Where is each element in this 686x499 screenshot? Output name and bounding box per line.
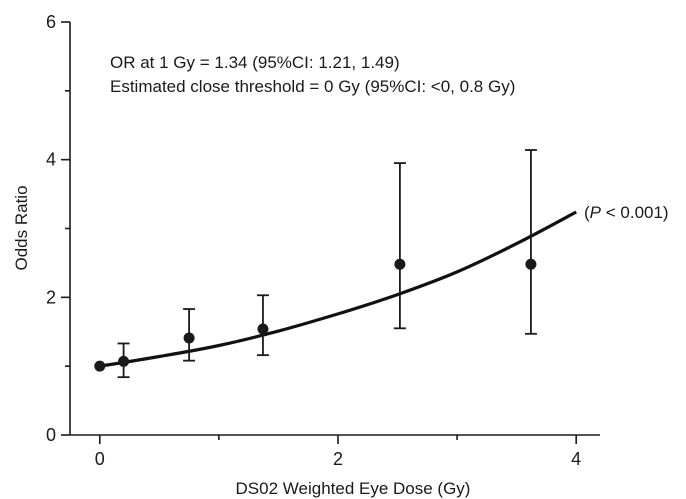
p-value-label: (P < 0.001) [584,203,669,222]
p-value-italic: P [590,203,602,222]
y-tick-label: 4 [46,150,56,170]
data-point [118,355,130,367]
y-tick-label: 2 [46,287,56,307]
y-axis-label: Odds Ratio [12,185,31,270]
x-tick-label: 2 [333,449,343,469]
annotation-or-at-1gy: OR at 1 Gy = 1.34 (95%CI: 1.21, 1.49) [110,53,400,72]
p-value-rest: < 0.001) [601,203,669,222]
annotation-threshold: Estimated close threshold = 0 Gy (95%CI:… [110,77,515,96]
x-axis-label: DS02 Weighted Eye Dose (Gy) [236,479,471,498]
data-points [94,258,537,372]
p-value-open: ( [584,203,590,222]
fit-curve [99,210,577,368]
data-point [94,360,106,372]
data-point [257,323,269,335]
data-point [525,258,537,270]
x-tick-label: 4 [571,449,581,469]
y-tick-label: 6 [46,12,56,32]
error-bar [524,149,537,335]
axis-ticks [61,21,577,444]
data-point [394,258,406,270]
tick-labels: 0 2 4 6 0 2 4 [46,12,581,469]
error-bar [393,162,406,330]
x-tick-label: 0 [95,449,105,469]
y-tick-label: 0 [46,425,56,445]
data-point [183,332,195,344]
